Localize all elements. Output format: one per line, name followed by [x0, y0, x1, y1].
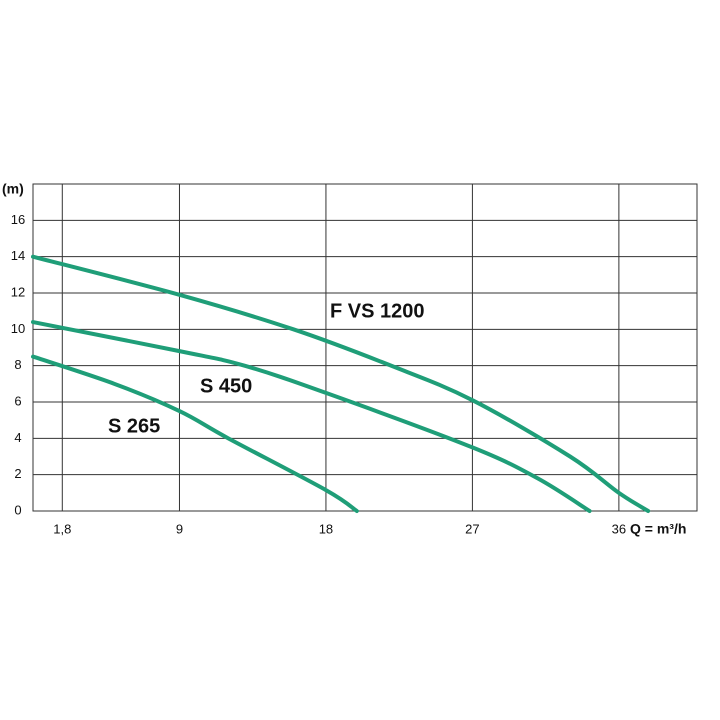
y-tick-label: 16	[11, 212, 25, 227]
y-tick-label: 0	[14, 502, 21, 517]
curve	[31, 320, 592, 513]
curve	[31, 354, 359, 513]
x-tick-label: 1,8	[53, 521, 71, 536]
y-tick-label: 2	[14, 466, 21, 481]
curve	[31, 254, 651, 513]
y-tick-label: 12	[11, 284, 25, 299]
series-label: S 265	[108, 415, 160, 437]
y-tick-label: 14	[11, 248, 25, 263]
plot-frame	[32, 183, 698, 512]
y-tick-label: 6	[14, 393, 21, 408]
x-tick-label: 9	[176, 521, 183, 536]
x-tick-label: 18	[319, 521, 333, 536]
series-label: S 450	[200, 375, 252, 397]
y-tick-label: 4	[14, 430, 21, 445]
series-label: F VS 1200	[330, 300, 425, 322]
y-tick-label: 8	[14, 357, 21, 372]
y-axis-label: (m)	[2, 181, 24, 197]
x-axis-label: Q = m³/h	[630, 521, 686, 537]
x-tick-label: 27	[465, 521, 479, 536]
y-tick-label: 10	[11, 321, 25, 336]
x-tick-label: 36	[612, 521, 626, 536]
